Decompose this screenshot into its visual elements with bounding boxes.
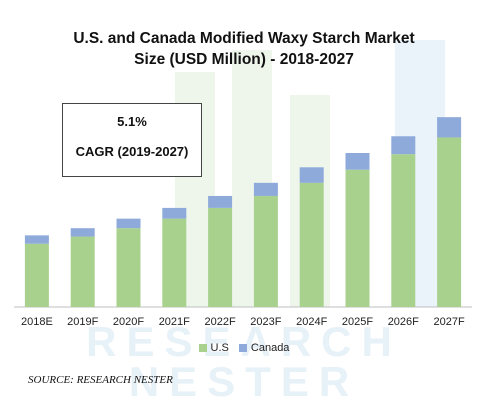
legend-swatch-canada [238, 344, 247, 352]
chart-title-line-1: U.S. and Canada Modified Waxy Starch Mar… [73, 30, 415, 47]
watermark-line-2: NESTER [128, 358, 360, 405]
x-tick-label: 2026F [388, 316, 419, 328]
source-note: SOURCE: RESEARCH NESTER [28, 374, 173, 386]
x-tick-label: 2020F [113, 316, 144, 328]
legend-swatch-us [198, 344, 207, 352]
legend: U.S Canada [0, 342, 488, 354]
bar-canada-2021F [162, 207, 187, 219]
bar-canada-2025F [345, 152, 370, 170]
bar-canada-2023F [253, 182, 278, 196]
x-tick-label: 2024F [296, 316, 327, 328]
bar-us-2021F [162, 218, 187, 307]
bar-us-2026F [391, 154, 416, 307]
x-tick-label: 2019F [67, 316, 98, 328]
bar-us-2022F [208, 207, 233, 307]
x-tick-label: 2021F [159, 316, 190, 328]
bar-canada-2022F [208, 195, 233, 208]
bar-us-2019F [70, 236, 95, 307]
legend-label-canada: Canada [250, 342, 290, 354]
chart-title-line-2: Size (USD Million) - 2018-2027 [134, 51, 354, 68]
bar-us-2024F [299, 182, 324, 307]
bar-us-2023F [253, 195, 278, 307]
bar-us-2027F [437, 137, 462, 307]
bar-canada-2018E [24, 235, 49, 244]
cagr-label: CAGR (2019-2027) [75, 144, 189, 159]
legend-item-us: U.S [198, 342, 229, 354]
watermark-line-1: RESEARCH [86, 318, 402, 365]
x-tick-label: 2025F [342, 316, 373, 328]
cagr-callout: 5.1% CAGR (2019-2027) [62, 103, 202, 177]
x-tick-label: 2027F [433, 316, 464, 328]
chart-title: U.S. and Canada Modified Waxy Starch Mar… [0, 28, 488, 70]
bar-us-2018E [24, 243, 49, 307]
x-tick-label: 2022F [204, 316, 235, 328]
legend-item-canada: Canada [238, 342, 290, 354]
cagr-value: 5.1% [117, 114, 147, 129]
bar-us-2020F [116, 228, 141, 307]
bar-canada-2019F [70, 228, 95, 237]
legend-label-us: U.S [210, 342, 229, 354]
bar-us-2025F [345, 169, 370, 307]
bar-canada-2027F [437, 117, 462, 138]
bar-canada-2020F [116, 218, 141, 229]
x-tick-label: 2023F [250, 316, 281, 328]
bar-canada-2026F [391, 136, 416, 155]
x-tick-label: 2018E [21, 316, 53, 328]
bar-canada-2024F [299, 167, 324, 183]
